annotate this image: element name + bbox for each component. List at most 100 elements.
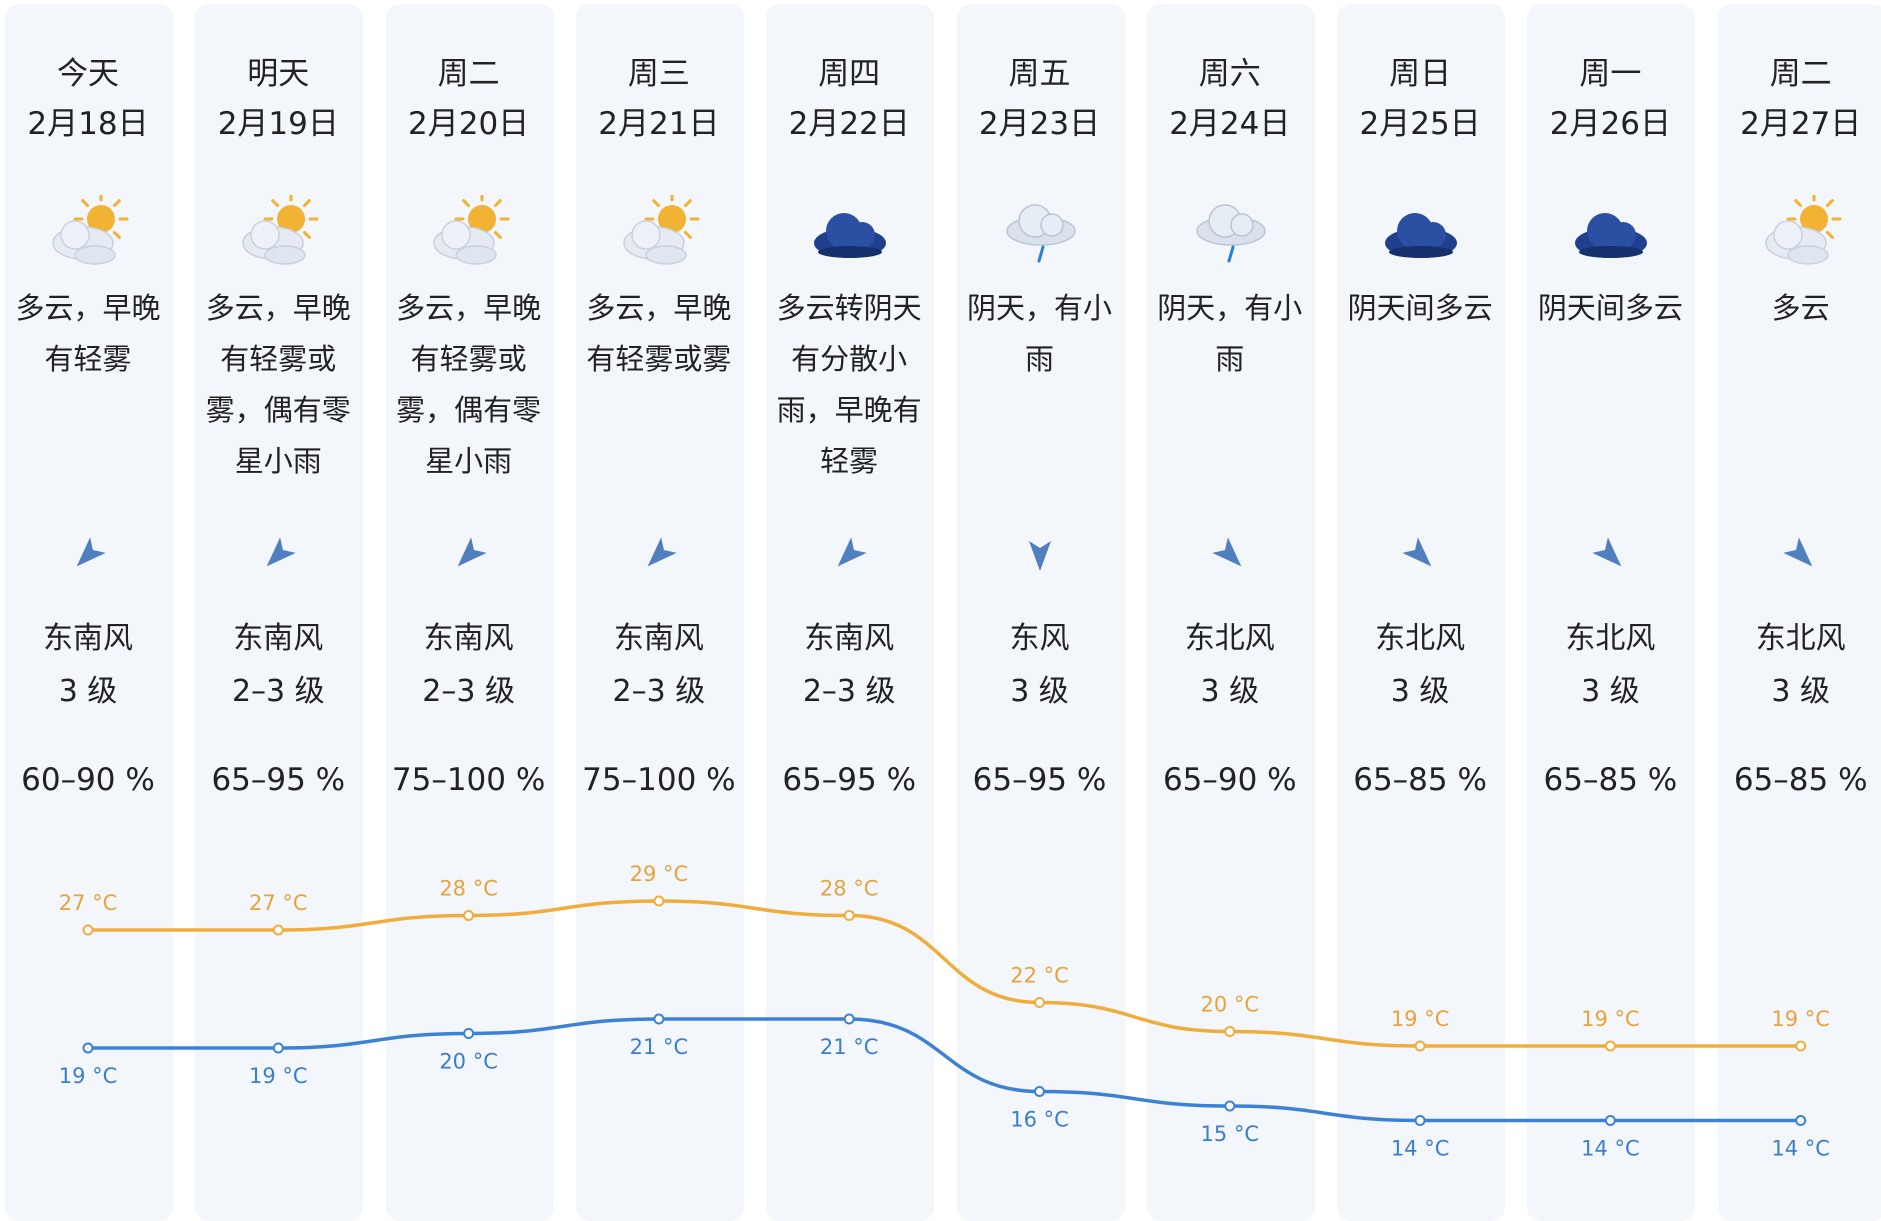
date-label: 2月26日 bbox=[1549, 106, 1671, 142]
date-label: 2月22日 bbox=[788, 106, 910, 142]
low-temp-point bbox=[653, 1013, 665, 1025]
weather-description: 多云转阴天 有分散小 雨，早晚有 轻雾 bbox=[776, 291, 922, 478]
high-temp-point bbox=[1604, 1040, 1616, 1052]
low-temp-label: 16 °C bbox=[1010, 1108, 1069, 1132]
date-label: 2月20日 bbox=[408, 106, 530, 142]
high-temp-point bbox=[653, 895, 665, 907]
southeast-wind-arrow-icon bbox=[68, 535, 108, 575]
wind-direction: 东南风 bbox=[804, 621, 895, 656]
light-rain-icon bbox=[995, 195, 1085, 270]
low-temp-label: 15 °C bbox=[1201, 1122, 1260, 1146]
light-rain-icon bbox=[1185, 195, 1275, 270]
humidity-range: 60–90 % bbox=[21, 762, 155, 798]
wind-direction: 东南风 bbox=[613, 621, 704, 656]
high-temp-label: 20 °C bbox=[1201, 993, 1260, 1017]
wind-direction: 东北风 bbox=[1184, 621, 1275, 656]
date-label: 2月23日 bbox=[978, 106, 1101, 142]
low-temp-point bbox=[1034, 1086, 1045, 1097]
low-temp-point bbox=[82, 1042, 94, 1054]
wind-level: 2–3 级 bbox=[612, 674, 706, 709]
high-temp-point bbox=[463, 910, 475, 921]
wind-direction: 东北风 bbox=[1755, 621, 1846, 656]
overcast-icon bbox=[1375, 195, 1465, 270]
humidity-range: 65–90 % bbox=[1162, 762, 1297, 798]
overcast-icon bbox=[1565, 195, 1655, 270]
high-temp-label: 28 °C bbox=[820, 877, 879, 901]
wind-direction: 东南风 bbox=[423, 621, 514, 656]
low-temp-point bbox=[843, 1013, 855, 1025]
weather-description: 多云，早晚 有轻雾或 雾，偶有零 星小雨 bbox=[205, 291, 351, 478]
high-temp-label: 19 °C bbox=[1581, 1007, 1640, 1031]
high-temp-point bbox=[272, 924, 284, 936]
weekday-label: 今天 bbox=[57, 56, 119, 92]
high-temp-label: 22 °C bbox=[1010, 964, 1069, 988]
wind-direction: 东南风 bbox=[233, 621, 324, 656]
wind-direction: 东北风 bbox=[1375, 621, 1466, 656]
low-temp-label: 14 °C bbox=[1581, 1137, 1640, 1161]
date-label: 2月19日 bbox=[217, 106, 339, 142]
humidity-range: 65–95 % bbox=[782, 762, 917, 798]
high-temp-point bbox=[82, 924, 94, 936]
weekday-label: 周日 bbox=[1389, 56, 1452, 92]
east-wind-arrow-icon bbox=[1020, 535, 1060, 575]
northeast-wind-arrow-icon bbox=[1210, 535, 1250, 575]
low-temp-label: 14 °C bbox=[1391, 1137, 1450, 1161]
weekday-label: 周一 bbox=[1579, 56, 1642, 92]
high-temp-label: 27 °C bbox=[249, 891, 308, 915]
cloudy-sun-icon bbox=[1756, 195, 1846, 270]
wind-level: 3 级 bbox=[1010, 674, 1069, 709]
weekday-label: 周二 bbox=[1769, 56, 1832, 92]
weather-description: 阴天间多云 bbox=[1347, 291, 1493, 325]
southeast-wind-arrow-icon bbox=[639, 535, 679, 575]
humidity-range: 65–95 % bbox=[972, 762, 1107, 798]
southeast-wind-arrow-icon bbox=[449, 535, 489, 575]
humidity-range: 75–100 % bbox=[582, 762, 736, 798]
wind-direction: 东风 bbox=[1009, 621, 1070, 656]
day-column bbox=[1527, 4, 1696, 1221]
northeast-wind-arrow-icon bbox=[1400, 535, 1440, 575]
low-temp-point bbox=[1414, 1115, 1426, 1126]
high-temp-line bbox=[88, 899, 1801, 1048]
day-column bbox=[385, 4, 554, 1221]
date-label: 2月18日 bbox=[27, 106, 149, 142]
weather-description: 阴天间多云 bbox=[1537, 291, 1683, 325]
day-column bbox=[195, 4, 364, 1221]
weekday-label: 周四 bbox=[818, 56, 881, 92]
high-temp-label: 19 °C bbox=[1771, 1007, 1830, 1031]
humidity-range: 65–85 % bbox=[1733, 762, 1868, 798]
day-column bbox=[1337, 4, 1506, 1221]
low-temp-point bbox=[1604, 1115, 1616, 1126]
high-temp-point bbox=[1034, 997, 1045, 1008]
low-temp-label: 21 °C bbox=[820, 1035, 879, 1059]
wind-level: 2–3 级 bbox=[231, 674, 325, 709]
low-temp-line bbox=[88, 1017, 1801, 1123]
high-temp-label: 27 °C bbox=[59, 891, 118, 915]
wind-direction: 东南风 bbox=[43, 621, 133, 656]
southeast-wind-arrow-icon bbox=[258, 535, 298, 575]
northeast-wind-arrow-icon bbox=[1590, 535, 1630, 575]
date-label: 2月24日 bbox=[1169, 106, 1291, 142]
weather-description: 多云，早晚 有轻雾或 雾，偶有零 星小雨 bbox=[396, 291, 542, 478]
low-temp-label: 20 °C bbox=[439, 1050, 498, 1074]
weekday-label: 周二 bbox=[437, 56, 500, 92]
wind-level: 3 级 bbox=[1581, 674, 1640, 709]
wind-level: 3 级 bbox=[1390, 674, 1450, 709]
low-temp-label: 19 °C bbox=[249, 1064, 308, 1088]
overcast-icon bbox=[804, 195, 894, 270]
low-temp-point bbox=[1795, 1115, 1807, 1126]
high-temp-point bbox=[1224, 1026, 1236, 1037]
high-temp-label: 28 °C bbox=[439, 877, 498, 901]
cloudy-sun-icon bbox=[233, 195, 323, 270]
wind-level: 2–3 级 bbox=[422, 674, 515, 709]
high-temp-point bbox=[1795, 1040, 1807, 1052]
weekday-label: 明天 bbox=[247, 56, 310, 92]
wind-direction: 东北风 bbox=[1565, 621, 1656, 656]
low-temp-label: 19 °C bbox=[59, 1064, 118, 1088]
date-label: 2月25日 bbox=[1359, 106, 1481, 142]
wind-level: 3 级 bbox=[1200, 674, 1260, 709]
weather-description: 阴天，有小 雨 bbox=[966, 291, 1112, 376]
low-temp-point bbox=[272, 1042, 284, 1054]
weather-description: 阴天，有小 雨 bbox=[1157, 291, 1303, 376]
weather-description: 多云，早晚 有轻雾 bbox=[15, 291, 161, 376]
